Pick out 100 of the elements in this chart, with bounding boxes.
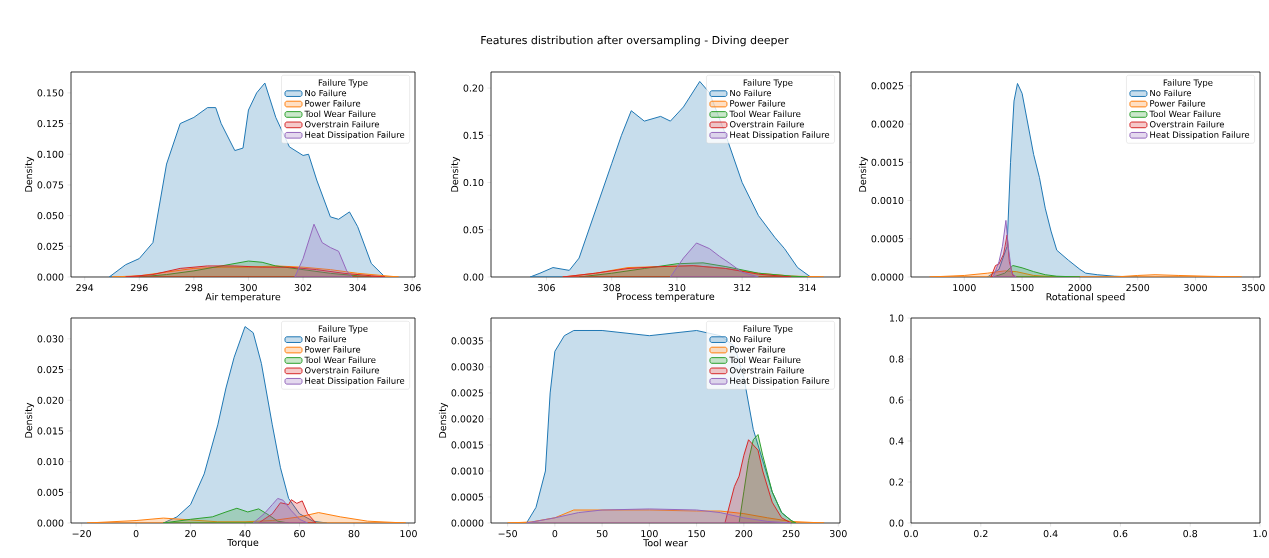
legend-label: Power Failure: [305, 100, 361, 107]
y-axis-title: Density: [24, 402, 35, 438]
x-tick-label: 0: [552, 530, 558, 538]
y-tick-label: 0.6: [889, 396, 904, 404]
y-tick-label: 0.0000: [871, 273, 904, 281]
x-tick-label: 0.6: [1113, 530, 1128, 538]
y-tick-label: 0.050: [37, 212, 64, 220]
x-tick-label: 296: [130, 284, 148, 292]
y-tick-label: 0.0020: [451, 415, 484, 423]
y-tick-label: 0.00: [463, 273, 484, 281]
x-tick-label: 300: [830, 530, 847, 538]
legend-title: Failure Type: [1163, 79, 1213, 88]
legend-label: Heat Dissipation Failure: [730, 377, 830, 386]
legend-title: Failure Type: [743, 325, 793, 334]
x-axis-title: Air temperature: [205, 293, 281, 303]
legend-label: No Failure: [305, 89, 347, 97]
x-tick-label: 294: [76, 284, 94, 292]
x-tick-label: 298: [185, 284, 203, 292]
legend-label: Power Failure: [730, 100, 786, 107]
x-tick-label: 1000: [953, 284, 976, 292]
legend-label: Power Failure: [1150, 100, 1206, 107]
x-tick-label: 1500: [1011, 284, 1034, 292]
y-tick-label: 0.125: [37, 119, 64, 128]
x-tick-label: 306: [538, 284, 555, 292]
x-tick-label: −20: [72, 530, 91, 538]
x-tick-label: 314: [799, 284, 816, 292]
legend-label: Overstrain Failure: [304, 366, 380, 374]
y-tick-label: 0.2: [889, 478, 904, 486]
x-tick-label: 150: [688, 530, 705, 538]
x-tick-label: 312: [733, 284, 751, 292]
y-tick-label: 0.025: [37, 242, 64, 250]
y-tick-label: 0.0010: [451, 467, 484, 475]
y-axis-title: Density: [24, 156, 35, 192]
y-tick-label: 0.0005: [871, 235, 904, 243]
legend-label: Heat Dissipation Failure: [730, 131, 830, 140]
x-tick-label: 302: [294, 284, 312, 292]
y-axis-title: Density: [450, 156, 461, 192]
x-tick-label: 0.8: [1183, 530, 1198, 538]
x-tick-label: 200: [735, 530, 753, 538]
y-tick-label: 0.0005: [451, 493, 484, 501]
legend-label: Heat Dissipation Failure: [305, 377, 405, 386]
legend-label: No Failure: [1150, 89, 1192, 97]
y-tick-label: 0.0035: [451, 337, 484, 345]
x-tick-label: 250: [782, 530, 800, 538]
x-tick-label: 306: [403, 284, 421, 292]
x-tick-label: 308: [603, 284, 621, 292]
y-tick-label: 0.005: [37, 488, 64, 496]
x-tick-label: 2000: [1068, 284, 1092, 292]
y-tick-label: 0.020: [37, 396, 64, 404]
x-axis-title: Torque: [227, 539, 259, 548]
y-tick-label: 0.0010: [871, 196, 904, 205]
legend-title: Failure Type: [743, 79, 793, 88]
legend-label: Heat Dissipation Failure: [305, 131, 405, 140]
y-tick-label: 0.8: [889, 355, 904, 363]
legend-label: Tool Wear Failure: [729, 110, 801, 118]
y-tick-label: 0.0030: [451, 363, 484, 371]
x-tick-label: 100: [641, 530, 658, 538]
x-tick-label: 304: [349, 284, 367, 292]
legend-label: Tool Wear Failure: [729, 356, 801, 364]
legend-title: Failure Type: [318, 325, 368, 334]
x-tick-label: 2500: [1126, 284, 1150, 292]
x-tick-label: 0.2: [973, 530, 988, 538]
y-tick-label: 0.025: [37, 365, 64, 374]
x-tick-label: 40: [239, 530, 251, 538]
y-tick-label: 0.100: [37, 150, 64, 158]
y-tick-label: 0.0015: [451, 441, 484, 449]
y-tick-label: 1.0: [889, 314, 904, 322]
legend-label: Tool Wear Failure: [304, 356, 376, 364]
y-axis-title: Density: [438, 402, 449, 438]
legend-label: Overstrain Failure: [729, 366, 805, 374]
x-tick-label: 20: [185, 530, 196, 538]
y-tick-label: 0.150: [37, 89, 64, 97]
x-tick-label: 80: [348, 530, 360, 538]
legend-label: Power Failure: [305, 346, 361, 353]
x-axis-title: Tool wear: [643, 539, 688, 547]
y-tick-label: 0.075: [37, 181, 64, 189]
y-tick-label: 0.05: [463, 226, 484, 234]
y-axis-title: Density: [858, 156, 869, 192]
x-tick-label: 300: [240, 284, 257, 292]
legend-label: Power Failure: [730, 346, 786, 353]
legend-label: Heat Dissipation Failure: [1150, 131, 1250, 140]
y-tick-label: 0.0015: [871, 158, 904, 166]
y-tick-label: 0.030: [37, 335, 64, 343]
chart-title: Features distribution after oversampling - Diving deeper: [481, 35, 789, 47]
legend-label: Overstrain Failure: [304, 120, 380, 128]
x-tick-label: 3500: [1241, 284, 1265, 292]
y-tick-label: 0.0: [889, 519, 904, 527]
x-tick-label: 310: [668, 284, 686, 292]
legend-label: No Failure: [305, 335, 347, 343]
y-tick-label: 0.0025: [451, 389, 484, 397]
y-tick-label: 0.0020: [871, 120, 904, 128]
y-tick-label: 0.015: [37, 427, 64, 435]
y-tick-label: 0.000: [37, 273, 64, 281]
legend-label: Overstrain Failure: [1149, 120, 1225, 128]
x-tick-label: 0.4: [1043, 530, 1058, 538]
x-axis-title: Process temperature: [617, 293, 715, 302]
y-tick-label: 0.010: [37, 458, 64, 466]
y-tick-label: 0.4: [889, 437, 904, 445]
y-tick-label: 0.0000: [451, 519, 484, 527]
y-tick-label: 0.10: [463, 178, 484, 187]
